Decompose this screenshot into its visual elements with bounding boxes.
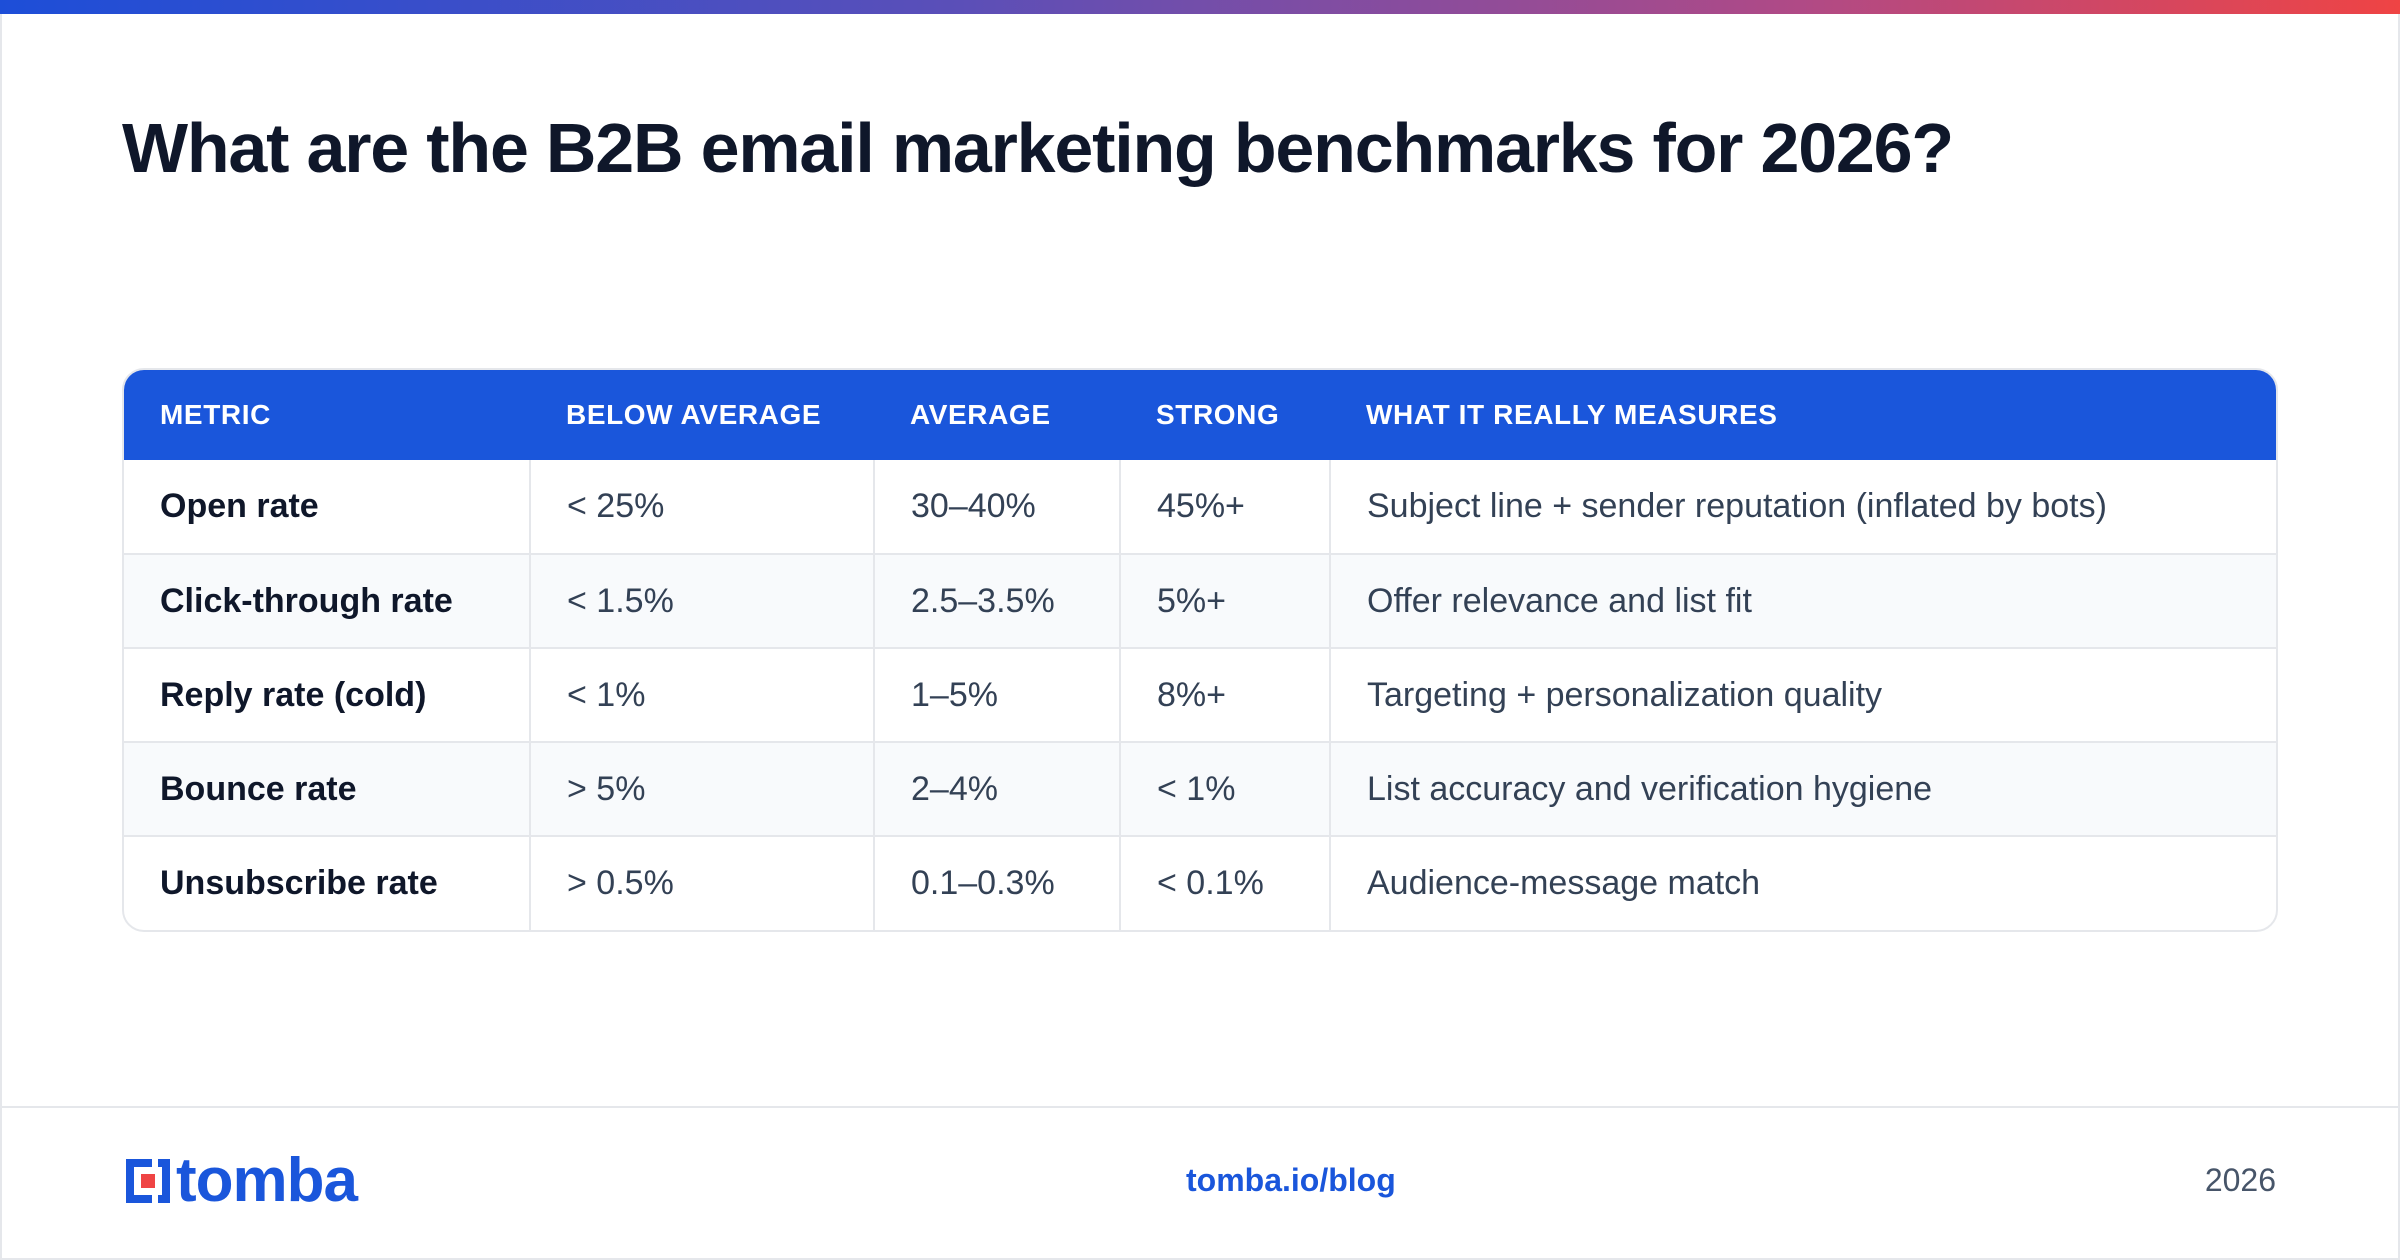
tomba-logo[interactable]: tomba <box>122 1146 358 1215</box>
cell-metric: Reply rate (cold) <box>124 647 530 742</box>
cell-strong: < 1% <box>1119 741 1330 836</box>
footer-divider <box>2 1106 2398 1108</box>
logo-wordmark: tomba <box>176 1146 358 1215</box>
table-row: Open rate < 25% 30–40% 45%+ Subject line… <box>124 460 2276 554</box>
cell-average: 2–4% <box>873 741 1120 836</box>
header-what-it-measures: WHAT IT REALLY MEASURES <box>1366 399 1778 430</box>
cell-metric: Unsubscribe rate <box>124 835 530 930</box>
benchmarks-table-grid: METRIC BELOW AVERAGE AVERAGE STRONG WHAT… <box>124 370 2276 930</box>
top-gradient-bar <box>0 0 2400 14</box>
table-header-row: METRIC BELOW AVERAGE AVERAGE STRONG WHAT… <box>124 370 2276 460</box>
table-row: Click-through rate < 1.5% 2.5–3.5% 5%+ O… <box>124 553 2276 648</box>
cell-below-average: > 5% <box>529 741 874 836</box>
blog-link[interactable]: tomba.io/blog <box>1186 1162 1396 1198</box>
cell-below-average: > 0.5% <box>529 835 874 930</box>
cell-measures: Subject line + sender reputation (inflat… <box>1329 460 2276 554</box>
header-below-average: BELOW AVERAGE <box>566 399 822 430</box>
cell-measures: List accuracy and verification hygiene <box>1329 741 2276 836</box>
cell-strong: < 0.1% <box>1119 835 1330 930</box>
cell-average: 1–5% <box>873 647 1120 742</box>
cell-average: 2.5–3.5% <box>873 553 1120 648</box>
table-row: Bounce rate > 5% 2–4% < 1% List accuracy… <box>124 741 2276 836</box>
table-row: Unsubscribe rate > 0.5% 0.1–0.3% < 0.1% … <box>124 835 2276 930</box>
page-frame <box>0 14 2400 1260</box>
header-strong: STRONG <box>1156 399 1280 430</box>
cell-below-average: < 1% <box>529 647 874 742</box>
cell-below-average: < 25% <box>529 460 874 554</box>
footer-year: 2026 <box>2204 1162 2276 1198</box>
cell-strong: 8%+ <box>1119 647 1330 742</box>
header-average: AVERAGE <box>910 399 1051 430</box>
cell-average: 30–40% <box>873 460 1120 554</box>
cell-metric: Bounce rate <box>124 741 530 836</box>
tomba-logo-icon <box>126 1159 170 1203</box>
cell-strong: 45%+ <box>1119 460 1330 554</box>
cell-below-average: < 1.5% <box>529 553 874 648</box>
benchmarks-table: METRIC BELOW AVERAGE AVERAGE STRONG WHAT… <box>122 368 2278 932</box>
cell-measures: Offer relevance and list fit <box>1329 553 2276 648</box>
table-row: Reply rate (cold) < 1% 1–5% 8%+ Targetin… <box>124 647 2276 742</box>
page-title: What are the B2B email marketing benchma… <box>122 109 1954 187</box>
cell-average: 0.1–0.3% <box>873 835 1120 930</box>
cell-measures: Targeting + personalization quality <box>1329 647 2276 742</box>
cell-metric: Click-through rate <box>124 553 530 648</box>
cell-metric: Open rate <box>160 487 319 525</box>
cell-measures: Audience-message match <box>1329 835 2276 930</box>
cell-strong: 5%+ <box>1119 553 1330 648</box>
header-metric: METRIC <box>160 399 271 430</box>
